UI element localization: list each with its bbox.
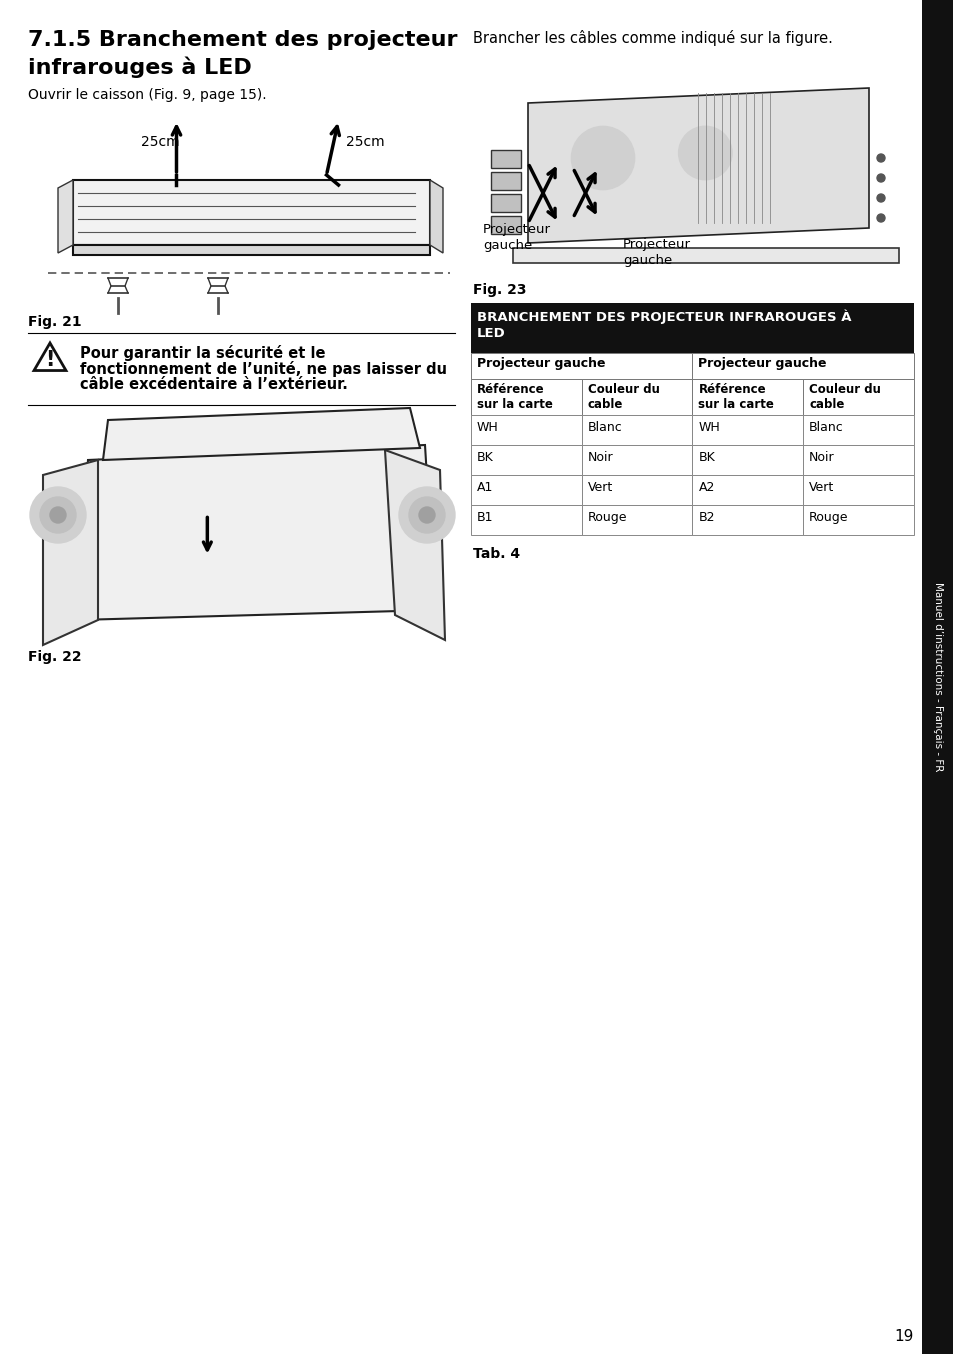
Bar bbox=[581, 379, 692, 414]
Text: Blanc: Blanc bbox=[808, 421, 843, 435]
Circle shape bbox=[666, 115, 742, 191]
Bar bbox=[692, 379, 802, 414]
Text: 7.1.5 Branchement des projecteur: 7.1.5 Branchement des projecteur bbox=[28, 30, 457, 50]
Text: Noir: Noir bbox=[587, 451, 613, 464]
Text: BK: BK bbox=[476, 451, 494, 464]
Text: Noir: Noir bbox=[808, 451, 834, 464]
Circle shape bbox=[50, 506, 66, 523]
Text: Fig. 23: Fig. 23 bbox=[473, 283, 526, 297]
Text: BRANCHEMENT DES PROJECTEUR INFRAROUGES À: BRANCHEMENT DES PROJECTEUR INFRAROUGES À bbox=[476, 309, 851, 324]
Text: BK: BK bbox=[698, 451, 715, 464]
Text: A1: A1 bbox=[476, 481, 493, 494]
Text: WH: WH bbox=[698, 421, 720, 435]
Text: Tab. 4: Tab. 4 bbox=[473, 547, 519, 561]
Text: Manuel d’instructions - Français - FR: Manuel d’instructions - Français - FR bbox=[932, 582, 942, 772]
Bar bbox=[491, 150, 520, 168]
Text: WH: WH bbox=[476, 421, 498, 435]
Bar bbox=[491, 217, 520, 234]
Text: Vert: Vert bbox=[587, 481, 613, 494]
Text: Fig. 22: Fig. 22 bbox=[28, 650, 82, 663]
Circle shape bbox=[40, 497, 76, 533]
Text: B2: B2 bbox=[698, 510, 714, 524]
Bar bbox=[471, 414, 581, 445]
Text: Rouge: Rouge bbox=[587, 510, 626, 524]
Bar bbox=[802, 505, 913, 535]
Polygon shape bbox=[73, 180, 430, 245]
Text: Rouge: Rouge bbox=[808, 510, 848, 524]
Bar bbox=[581, 414, 692, 445]
Polygon shape bbox=[385, 450, 444, 640]
Polygon shape bbox=[527, 88, 868, 242]
Bar bbox=[581, 445, 692, 475]
Circle shape bbox=[876, 175, 884, 181]
Bar bbox=[692, 414, 802, 445]
Bar bbox=[692, 505, 802, 535]
Polygon shape bbox=[513, 248, 898, 263]
Text: !: ! bbox=[45, 349, 54, 370]
Text: Couleur du
cable: Couleur du cable bbox=[587, 383, 659, 412]
Text: Brancher les câbles comme indiqué sur la figure.: Brancher les câbles comme indiqué sur la… bbox=[473, 30, 832, 46]
Polygon shape bbox=[78, 445, 435, 620]
Text: 25cm: 25cm bbox=[141, 135, 180, 149]
Text: câble excédentaire à l’extérieur.: câble excédentaire à l’extérieur. bbox=[80, 376, 348, 393]
Text: 25cm: 25cm bbox=[346, 135, 385, 149]
Text: Fig. 21: Fig. 21 bbox=[28, 315, 82, 329]
Text: Couleur du
cable: Couleur du cable bbox=[808, 383, 881, 412]
Bar bbox=[581, 505, 692, 535]
Bar bbox=[692, 445, 802, 475]
Text: Référence
sur la carte: Référence sur la carte bbox=[698, 383, 774, 412]
Bar bbox=[692, 475, 802, 505]
Bar bbox=[471, 379, 581, 414]
Text: Projecteur
gauche: Projecteur gauche bbox=[482, 223, 551, 252]
Text: Référence
sur la carte: Référence sur la carte bbox=[476, 383, 553, 412]
Polygon shape bbox=[103, 408, 419, 460]
Text: Pour garantir la sécurité et le: Pour garantir la sécurité et le bbox=[80, 345, 325, 362]
Text: Projecteur gauche: Projecteur gauche bbox=[698, 357, 826, 370]
Circle shape bbox=[876, 194, 884, 202]
Text: Ouvrir le caisson (Fig. 9, page 15).: Ouvrir le caisson (Fig. 9, page 15). bbox=[28, 88, 266, 102]
Text: Vert: Vert bbox=[808, 481, 834, 494]
Bar bbox=[491, 194, 520, 213]
Circle shape bbox=[418, 506, 435, 523]
Circle shape bbox=[558, 112, 647, 203]
Bar bbox=[802, 475, 913, 505]
Bar bbox=[471, 353, 692, 379]
Bar bbox=[802, 414, 913, 445]
Text: Projecteur
gauche: Projecteur gauche bbox=[622, 238, 690, 267]
Polygon shape bbox=[58, 180, 73, 253]
Circle shape bbox=[876, 154, 884, 162]
Circle shape bbox=[571, 126, 634, 190]
Circle shape bbox=[398, 487, 455, 543]
Bar bbox=[921, 0, 953, 1354]
Text: infrarouges à LED: infrarouges à LED bbox=[28, 56, 252, 77]
Text: 19: 19 bbox=[894, 1330, 913, 1345]
Text: B1: B1 bbox=[476, 510, 493, 524]
Circle shape bbox=[678, 126, 731, 180]
Polygon shape bbox=[430, 180, 442, 253]
Polygon shape bbox=[43, 460, 98, 645]
Bar bbox=[581, 475, 692, 505]
Bar bbox=[471, 445, 581, 475]
Bar bbox=[471, 505, 581, 535]
Polygon shape bbox=[73, 245, 430, 255]
Text: A2: A2 bbox=[698, 481, 714, 494]
Circle shape bbox=[876, 214, 884, 222]
Bar bbox=[802, 379, 913, 414]
Circle shape bbox=[30, 487, 86, 543]
Bar bbox=[692, 353, 913, 379]
Bar bbox=[471, 303, 913, 353]
Bar bbox=[491, 172, 520, 190]
Circle shape bbox=[409, 497, 444, 533]
Text: fonctionnement de l’unité, ne pas laisser du: fonctionnement de l’unité, ne pas laisse… bbox=[80, 362, 447, 376]
Bar bbox=[471, 475, 581, 505]
Text: Blanc: Blanc bbox=[587, 421, 622, 435]
Text: Projecteur gauche: Projecteur gauche bbox=[476, 357, 605, 370]
Bar bbox=[802, 445, 913, 475]
Text: LED: LED bbox=[476, 328, 505, 340]
